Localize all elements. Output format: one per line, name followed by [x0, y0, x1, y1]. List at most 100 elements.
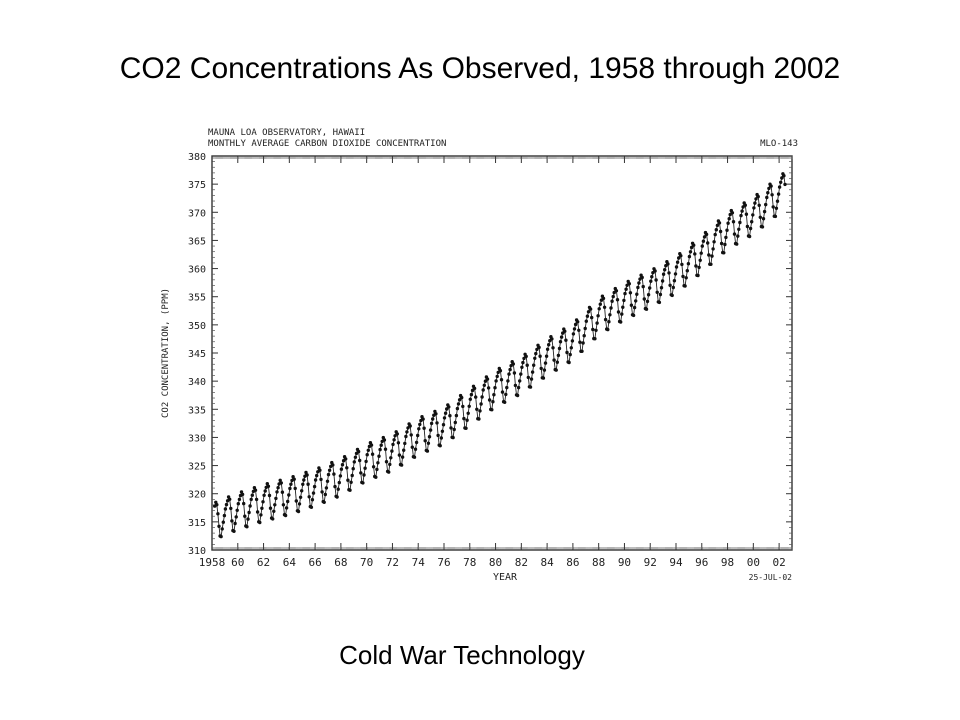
co2-data-point: [764, 202, 768, 207]
y-tick-label: 350: [188, 321, 206, 332]
co2-data-point: [657, 300, 662, 305]
co2-data-point: [490, 408, 494, 412]
co2-data-point: [751, 213, 755, 217]
y-tick-label: 355: [188, 293, 206, 304]
co2-data-point: [718, 229, 723, 234]
co2-data-point: [709, 262, 713, 266]
co2-data-point: [650, 275, 654, 279]
co2-data-point: [230, 519, 234, 523]
co2-data-point: [543, 361, 548, 365]
co2-data-point: [487, 398, 492, 402]
co2-data-point: [479, 402, 483, 406]
co2-data-point: [235, 508, 239, 512]
co2-data-point: [760, 225, 765, 229]
slide-title: CO2 Concentrations As Observed, 1958 thr…: [119, 52, 841, 85]
co2-data-point: [366, 448, 370, 452]
co2-data-point: [378, 447, 382, 452]
co2-data-point: [748, 226, 753, 231]
co2-data-point: [281, 503, 286, 507]
co2-data-point: [449, 426, 453, 430]
co2-data-point: [747, 234, 752, 239]
co2-data-point: [571, 332, 576, 336]
co2-data-point: [336, 487, 340, 491]
co2-data-point: [272, 509, 276, 513]
co2-data-point: [530, 370, 535, 374]
co2-data-point: [753, 201, 757, 205]
co2-data-point: [298, 495, 303, 499]
co2-data-point: [567, 360, 571, 365]
co2-data-point: [689, 245, 694, 250]
co2-data-point: [438, 444, 442, 448]
co2-data-point: [671, 285, 675, 290]
co2-data-point: [507, 372, 511, 376]
co2-data-point: [228, 497, 232, 501]
co2-data-point: [441, 423, 446, 427]
co2-data-point: [309, 505, 314, 509]
co2-data-point: [581, 341, 585, 345]
co2-data-point: [288, 486, 292, 491]
co2-data-point: [312, 484, 317, 489]
co2-data-point: [588, 307, 593, 311]
co2-data-point: [382, 438, 387, 442]
co2-data-point: [469, 392, 474, 397]
co2-data-point: [384, 460, 389, 464]
co2-data-point: [648, 286, 652, 290]
co2-data-point: [645, 299, 650, 304]
co2-data-point: [250, 493, 254, 497]
co2-data-point: [528, 385, 533, 389]
co2-data-point: [326, 472, 331, 477]
co2-data-point: [361, 481, 365, 485]
co2-data-point: [224, 502, 229, 507]
co2-data-point: [725, 228, 729, 232]
co2-data-point: [352, 460, 356, 464]
co2-data-point: [505, 385, 509, 390]
co2-data-point: [547, 343, 551, 347]
co2-data-point: [616, 310, 621, 314]
co2-data-point: [504, 392, 508, 397]
co2-data-point: [477, 417, 481, 421]
x-tick-label: 94: [669, 556, 683, 569]
co2-data-point: [493, 386, 497, 390]
co2-data-point: [623, 291, 627, 296]
co2-data-point: [275, 490, 279, 494]
co2-data-point: [396, 441, 401, 445]
co2-data-point: [570, 339, 575, 343]
co2-data-point: [534, 351, 538, 356]
co2-data-point: [596, 314, 600, 318]
co2-data-point: [762, 209, 767, 214]
co2-data-point: [674, 265, 679, 269]
co2-data-point: [379, 443, 383, 447]
co2-data-point: [730, 211, 735, 215]
co2-data-point: [702, 235, 707, 239]
co2-data-point: [515, 393, 520, 398]
x-tick-label: 1958: [199, 556, 226, 569]
co2-data-point: [777, 185, 782, 189]
co2-data-point: [694, 264, 698, 268]
co2-data-point: [287, 493, 291, 497]
co2-data-point: [782, 174, 786, 178]
co2-data-point: [315, 473, 319, 478]
co2-data-point: [397, 453, 402, 457]
chart-header-line-1: MAUNA LOA OBSERVATORY, HAWAII: [208, 128, 365, 138]
co2-data-point: [370, 452, 375, 456]
co2-data-point: [619, 320, 623, 324]
co2-data-point: [680, 262, 684, 267]
co2-data-point: [565, 350, 569, 355]
co2-data-point: [545, 347, 550, 351]
co2-data-point: [727, 217, 731, 221]
co2-data-point: [602, 305, 607, 309]
co2-data-point: [686, 262, 691, 266]
co2-data-point: [518, 379, 522, 383]
co2-data-point: [391, 442, 395, 447]
co2-data-point: [462, 416, 466, 421]
y-tick-label: 330: [188, 433, 206, 444]
co2-data-point: [578, 340, 582, 344]
co2-data-point: [387, 470, 391, 474]
x-tick-label: 76: [437, 556, 450, 569]
co2-data-point: [529, 377, 534, 381]
co2-data-point: [696, 273, 700, 278]
co2-data-point: [598, 302, 602, 306]
co2-data-point: [243, 514, 247, 518]
co2-data-point: [265, 482, 269, 486]
co2-data-point: [346, 478, 350, 482]
